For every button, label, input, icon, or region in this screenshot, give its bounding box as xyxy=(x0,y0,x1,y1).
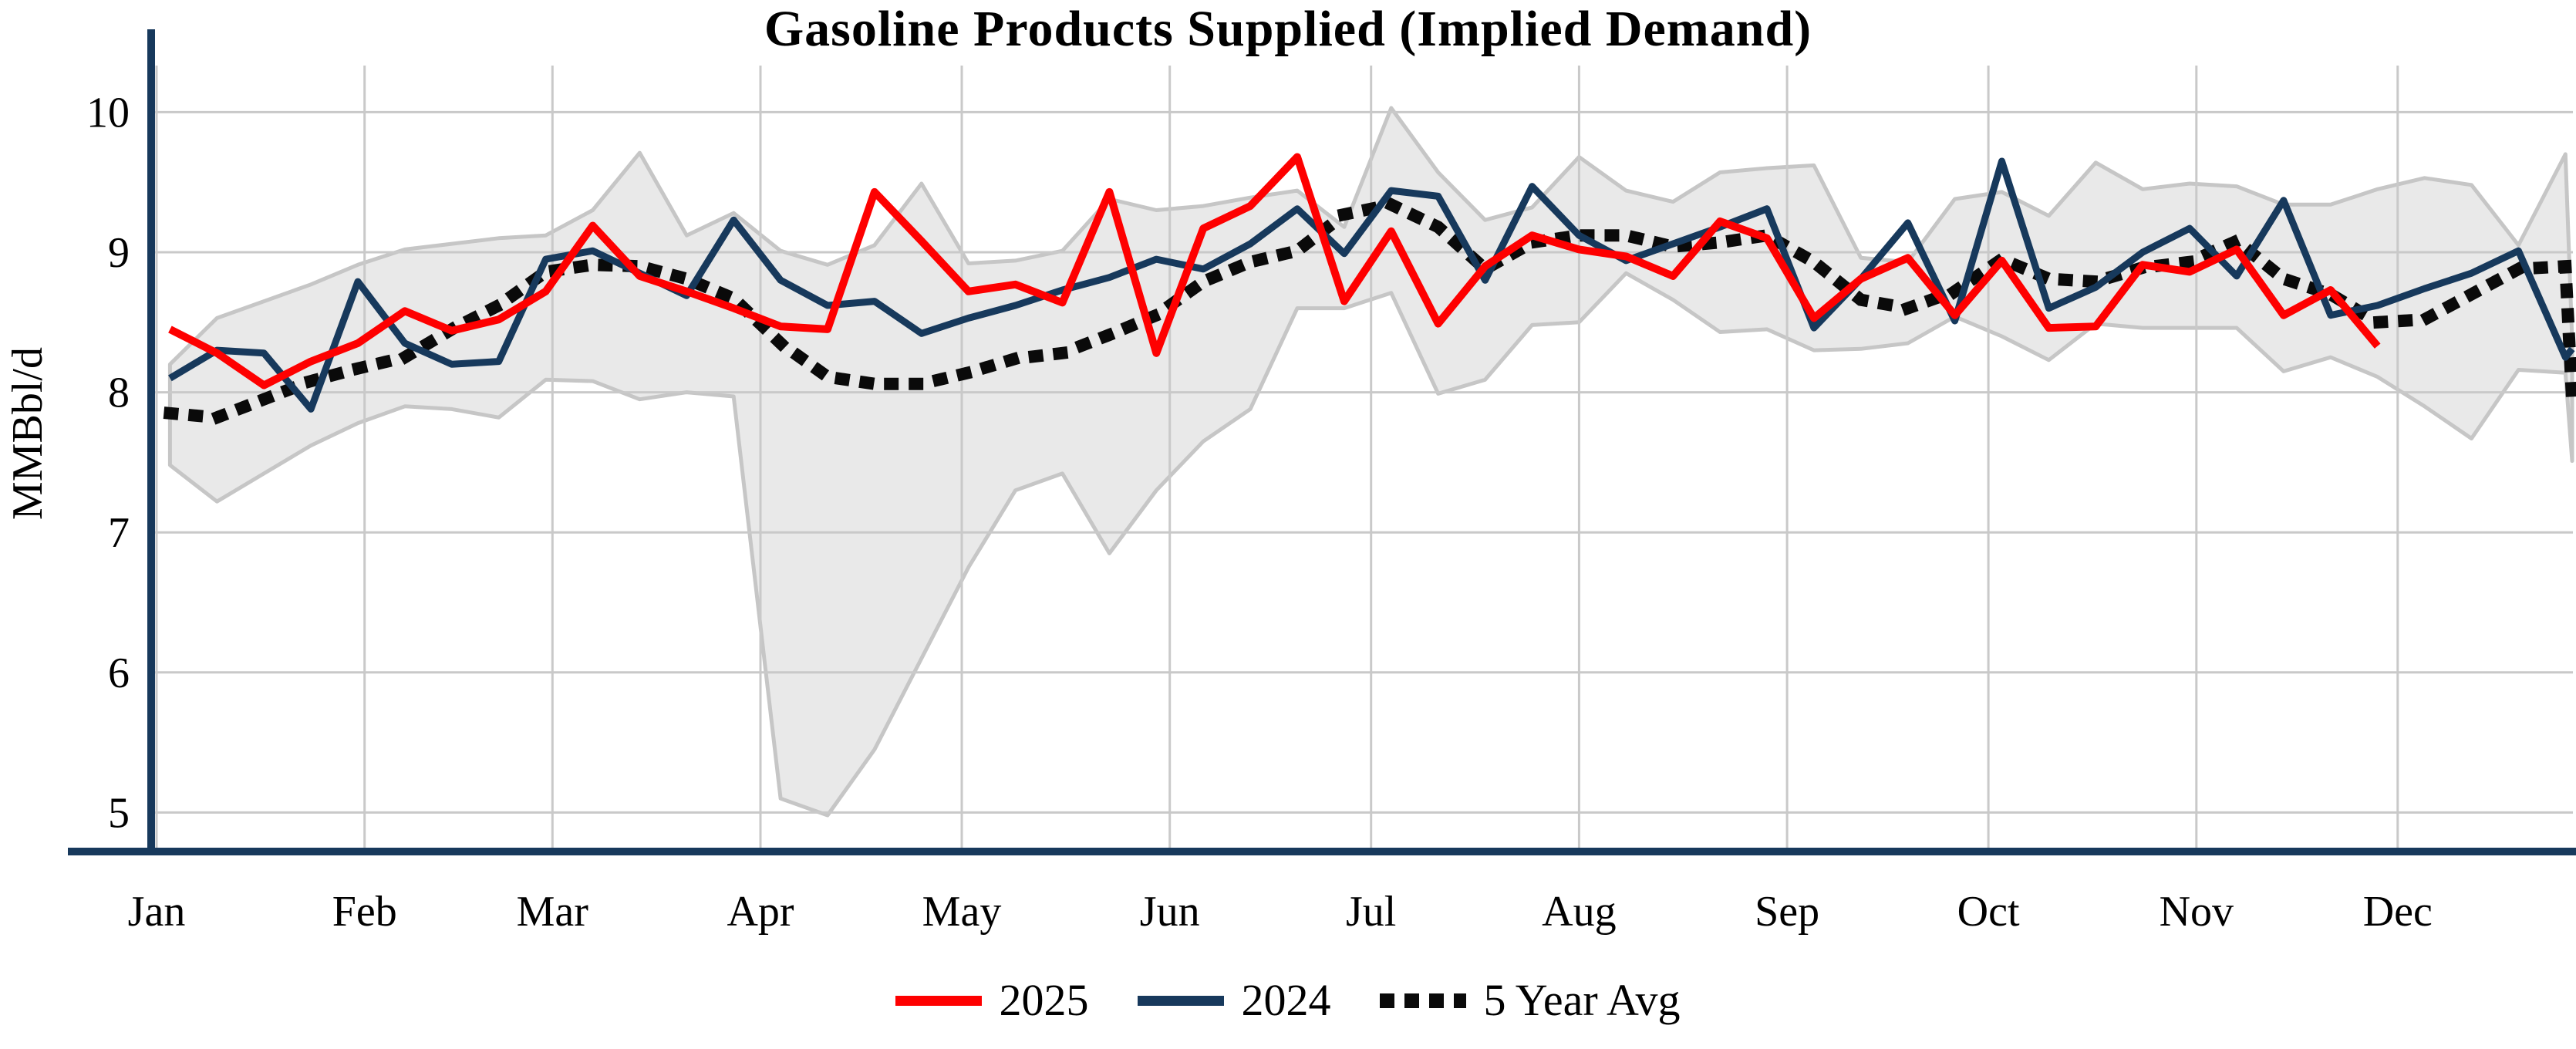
y-tick-label: 9 xyxy=(108,229,130,277)
x-axis-spine xyxy=(68,848,2576,855)
band-5yr-range xyxy=(167,106,2574,818)
legend-label-2025: 2025 xyxy=(999,975,1089,1025)
legend: 2025 2024 5 Year Avg xyxy=(0,978,2576,1023)
x-tick-label: Dec xyxy=(2363,888,2433,936)
y-axis-spine xyxy=(147,29,155,855)
x-tick-label: Nov xyxy=(2160,888,2234,936)
chart-title: Gasoline Products Supplied (Implied Dema… xyxy=(764,1,1812,57)
legend-item-5yr-avg: 5 Year Avg xyxy=(1380,975,1681,1025)
legend-label-5yr-avg: 5 Year Avg xyxy=(1483,975,1681,1025)
x-tick-label: Aug xyxy=(1542,888,1616,936)
legend-swatch-2025-line xyxy=(895,995,983,1006)
y-tick-label: 10 xyxy=(86,89,130,137)
x-tick-label: Jun xyxy=(1140,888,1200,936)
legend-swatch-5yr-avg-dotted xyxy=(1380,993,1467,1008)
x-tick-label: Sep xyxy=(1755,888,1819,936)
y-tick-label: 5 xyxy=(108,789,130,837)
x-tick-label: Jan xyxy=(128,888,186,936)
y-tick-label: 8 xyxy=(108,369,130,417)
x-tick-label: May xyxy=(922,888,1002,936)
legend-swatch-2024-line xyxy=(1138,995,1225,1006)
legend-item-2025: 2025 xyxy=(895,978,1088,1023)
x-tick-label: Feb xyxy=(332,888,397,936)
legend-item-2024: 2024 xyxy=(1138,978,1330,1023)
series-5yr-avg xyxy=(163,197,2576,424)
x-tick-label: Oct xyxy=(1957,888,2020,936)
x-tick-label: Jul xyxy=(1346,888,1396,936)
x-tick-label: Mar xyxy=(517,888,589,936)
series-2025 xyxy=(168,153,2381,390)
x-tick-label: Apr xyxy=(727,888,794,936)
legend-label-2024: 2024 xyxy=(1241,975,1331,1025)
y-tick-label: 6 xyxy=(108,649,130,697)
y-tick-label: 7 xyxy=(108,509,130,557)
